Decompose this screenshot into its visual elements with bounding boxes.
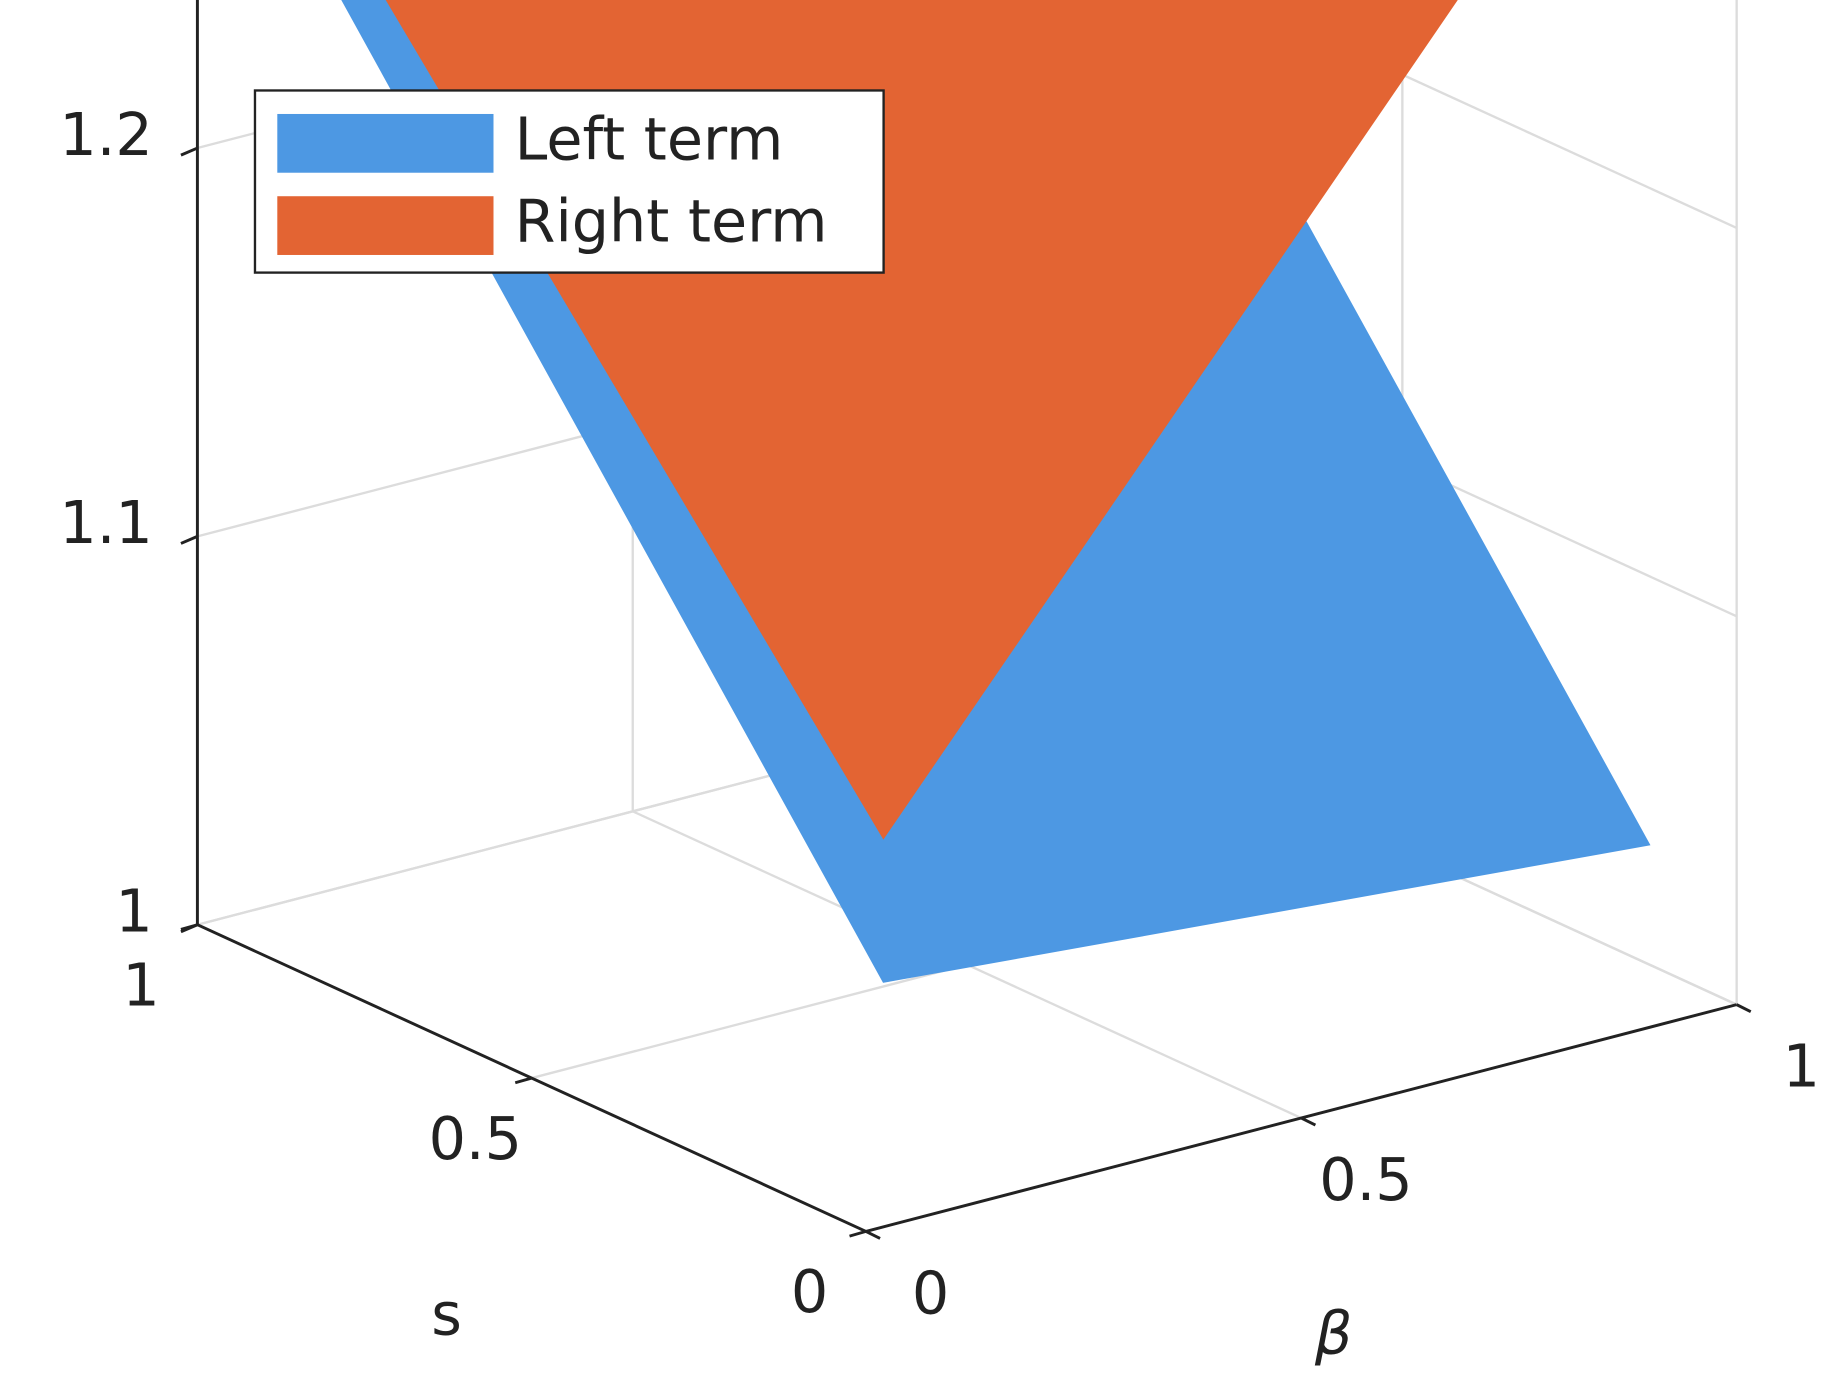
legend-label: Right term	[515, 187, 828, 256]
tick-mark	[865, 1230, 881, 1240]
tick-mark	[180, 535, 198, 545]
z-tick-label: 1.2	[59, 100, 152, 169]
x-tick-label: 0.5	[1319, 1145, 1412, 1214]
x-tick-label: 0	[912, 1258, 949, 1327]
x-axis-label: β	[1314, 1298, 1352, 1367]
tick-mark	[1300, 1116, 1317, 1127]
legend-swatch	[277, 113, 494, 173]
y-tick-label: 0	[791, 1257, 828, 1326]
legend-label: Left term	[515, 104, 784, 173]
x-tick-label: 1	[1783, 1032, 1820, 1101]
tick-mark	[180, 923, 198, 931]
tick-mark	[849, 1229, 867, 1238]
tick-mark	[180, 146, 198, 157]
z-tick-label: 1.1	[59, 488, 152, 557]
legend: Left term Right term	[253, 89, 885, 274]
tick-mark	[514, 1076, 533, 1085]
y-tick-label: 1	[122, 950, 159, 1019]
s-axis	[196, 923, 867, 1233]
tick-mark	[1735, 1003, 1752, 1013]
z-tick-label: 1	[115, 876, 152, 945]
y-axis-label: s	[431, 1279, 462, 1348]
legend-swatch	[277, 196, 494, 255]
y-tick-label: 0.5	[429, 1104, 522, 1173]
